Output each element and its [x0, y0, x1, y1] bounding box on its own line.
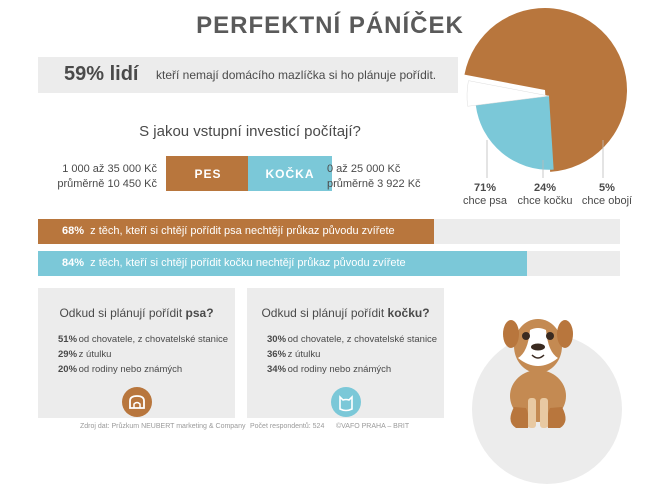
pie-pct-cat: 24% — [533, 182, 557, 194]
list-item: 29% z útulku — [58, 347, 228, 362]
pie-label-dog: 71% chce psa — [455, 182, 515, 208]
cat-average: průměrně 3 922 Kč — [327, 178, 421, 190]
pedigree-cat-pct: 84% — [62, 257, 85, 269]
headline-text: kteří nemají domácího mazlíčka si ho plá… — [156, 68, 437, 82]
preference-pie-chart — [464, 8, 627, 178]
cat-label-box: KOČKA — [248, 156, 332, 191]
list-item: 20% od rodiny nebo známých — [58, 362, 228, 377]
pie-slice-cat — [475, 96, 554, 170]
headline-band: 59% lidí kteří nemají domácího mazlíčka … — [38, 57, 458, 93]
list-item: 36% z útulku — [267, 347, 437, 362]
cat-source-heading: Odkud si plánují pořídit kočku? — [247, 306, 444, 320]
pedigree-bar-dog: 68% z těch, kteří si chtějí pořídit psa … — [38, 219, 620, 244]
pie-label-both: 5% chce obojí — [577, 182, 637, 208]
list-item: 30% od chovatele, z chovatelské stanice — [267, 332, 437, 347]
item-text: z útulku — [78, 349, 112, 360]
pedigree-cat-label: z těch, kteří si chtějí pořídit kočku ne… — [90, 257, 406, 269]
dog-investment: 1 000 až 35 000 Kč průměrně 10 450 Kč — [40, 162, 157, 192]
pie-text-both: chce obojí — [581, 195, 633, 207]
pedigree-bar-cat-text: 84% z těch, kteří si chtějí pořídit kočk… — [62, 257, 406, 269]
headline-percent: 59% lidí — [64, 63, 139, 85]
pie-pct-dog: 71% — [473, 182, 497, 194]
cat-source-panel: Odkud si plánují pořídit kočku? 30% od c… — [247, 288, 444, 418]
pie-pct-both: 5% — [599, 182, 615, 194]
dog-range: 1 000 až 35 000 Kč — [62, 163, 157, 175]
dog-house-icon-glyph — [129, 395, 145, 409]
dog-label-box: PES — [166, 156, 250, 191]
item-pct: 20% — [58, 364, 78, 375]
item-pct: 51% — [58, 334, 78, 345]
item-text: od rodiny nebo známých — [287, 364, 392, 375]
dog-average: průměrně 10 450 Kč — [57, 178, 157, 190]
dog-heading-bold: psa? — [185, 306, 214, 320]
cat-range: 0 až 25 000 Kč — [327, 163, 401, 175]
pie-text-dog: chce psa — [462, 195, 508, 207]
list-item: 34% od rodiny nebo známých — [267, 362, 437, 377]
dog-house-icon — [122, 387, 152, 417]
source-note: Zdroj dat: Průzkum NEUBERT marketing & C… — [80, 423, 246, 430]
dog-illustration — [503, 319, 573, 428]
item-text: z útulku — [287, 349, 321, 360]
investment-question: S jakou vstupní investicí počítají? — [139, 123, 361, 140]
item-pct: 29% — [58, 349, 78, 360]
pie-slice-dog — [464, 8, 627, 172]
list-item: 51% od chovatele, z chovatelské stanice — [58, 332, 228, 347]
item-pct: 36% — [267, 349, 287, 360]
dog-source-heading: Odkud si plánují pořídit psa? — [38, 306, 235, 320]
pedigree-bar-dog-text: 68% z těch, kteří si chtějí pořídit psa … — [62, 225, 395, 237]
item-pct: 30% — [267, 334, 287, 345]
item-text: od chovatele, z chovatelské stanice — [287, 334, 438, 345]
pedigree-dog-pct: 68% — [62, 225, 85, 237]
pie-label-cat: 24% chce kočku — [515, 182, 575, 208]
item-text: od rodiny nebo známých — [78, 364, 183, 375]
cat-icon — [331, 387, 361, 417]
cat-investment: 0 až 25 000 Kč průměrně 3 922 Kč — [327, 162, 467, 192]
pedigree-bar-cat: 84% z těch, kteří si chtějí pořídit kočk… — [38, 251, 620, 276]
cat-icon-glyph — [339, 395, 353, 412]
pie-slice-both — [466, 80, 550, 107]
pedigree-dog-label: z těch, kteří si chtějí pořídit psa nech… — [90, 225, 395, 237]
cat-heading-text: Odkud si plánují pořídit — [261, 306, 385, 320]
pedigree-bar-dog-fill — [38, 219, 434, 244]
respondents-note: Počet respondentů: 524 — [250, 423, 325, 430]
page-title: PERFEKTNÍ PÁNÍČEK — [196, 12, 464, 39]
dog-heading-text: Odkud si plánují pořídit — [59, 306, 183, 320]
credit-note: ©VAFO PRAHA – BRIT — [336, 423, 410, 430]
cat-heading-bold: kočku? — [387, 306, 430, 320]
dog-source-panel: Odkud si plánují pořídit psa? 51% od cho… — [38, 288, 235, 418]
pedigree-bar-cat-fill — [38, 251, 527, 276]
item-text: od chovatele, z chovatelské stanice — [78, 334, 229, 345]
item-pct: 34% — [267, 364, 287, 375]
pie-text-cat: chce kočku — [517, 195, 573, 207]
